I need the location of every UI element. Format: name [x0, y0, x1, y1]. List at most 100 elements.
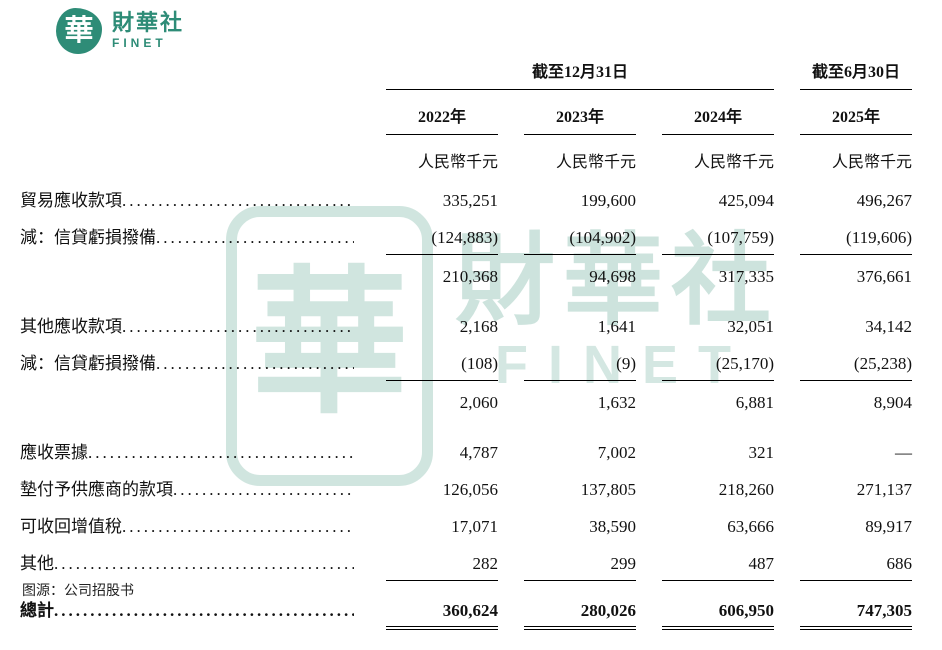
- row-value-2022: (124,883): [386, 228, 498, 255]
- row-label-wrap: 可收回增值稅: [20, 512, 360, 537]
- row-label-wrap: 墊付予供應商的款項: [20, 475, 360, 500]
- row-value-2023: (104,902): [524, 228, 636, 255]
- leader-dots: [54, 601, 354, 621]
- row-value-2022: 210,368: [442, 267, 498, 286]
- row-label-wrap: 應收票據: [20, 438, 360, 463]
- row-value-2025: 686: [800, 554, 912, 581]
- row-label: 墊付予供應商的款項: [20, 480, 173, 499]
- row-value-2022: 17,071: [451, 517, 498, 536]
- row-label: 貿易應收款項: [20, 191, 122, 210]
- table-row-less-credit-loss-2: 減：信貸虧損撥備 (108) (9) (25,170) (25,238): [20, 343, 912, 387]
- year-header-row: 2022年 2023年 2024年 2025年: [20, 103, 912, 135]
- table-row-total: 總計 360,624 280,026 606,950 747,305: [20, 590, 912, 636]
- row-value-2024: 487: [662, 554, 774, 581]
- finet-seal-icon: 華: [56, 8, 102, 54]
- row-value-2025: (25,238): [800, 354, 912, 381]
- row-value-2024: 606,950: [662, 601, 774, 630]
- row-value-2025: 34,142: [865, 317, 912, 336]
- leader-dots: [173, 480, 354, 500]
- row-label: 減：信貸虧損撥備: [20, 228, 156, 247]
- row-value-2024: 321: [748, 443, 775, 462]
- finet-seal-glyph: 華: [64, 14, 94, 47]
- receivables-table: 截至12月31日 截至6月30日 2022年 2023年 2024年 2025年…: [20, 58, 912, 636]
- table-row-trade-receivables: 貿易應收款項 335,251 199,600 425,094 496,267: [20, 180, 912, 217]
- period-header-dec31: 截至12月31日: [386, 58, 774, 90]
- row-value-2023: 280,026: [524, 601, 636, 630]
- row-value-2024: 63,666: [727, 517, 774, 536]
- row-value-2023: 1,632: [597, 393, 636, 412]
- row-label: 總計: [20, 601, 54, 620]
- row-label: 可收回增值稅: [20, 517, 122, 536]
- row-value-2025: 747,305: [800, 601, 912, 630]
- leader-dots: [54, 554, 354, 574]
- row-label-wrap: 減：信貸虧損撥備: [20, 349, 360, 374]
- row-label: 其他: [20, 554, 54, 573]
- row-value-2024: 317,335: [718, 267, 774, 286]
- row-value-2023: 199,600: [580, 191, 636, 210]
- row-value-2022: 2,168: [459, 317, 498, 336]
- row-value-2024: 32,051: [727, 317, 774, 336]
- table-row-vat-recoverable: 可收回增值稅 17,071 38,590 63,666 89,917: [20, 506, 912, 543]
- leader-dots: [122, 191, 354, 211]
- row-value-2024: 425,094: [718, 191, 774, 210]
- period-header-row: 截至12月31日 截至6月30日: [20, 58, 912, 90]
- row-value-2022: 126,056: [442, 480, 498, 499]
- row-value-2023: 94,698: [589, 267, 636, 286]
- leader-dots: [156, 354, 354, 374]
- unit-2023: 人民幣千元: [555, 154, 636, 171]
- table-row-advances-to-suppliers: 墊付予供應商的款項 126,056 137,805 218,260 271,13…: [20, 469, 912, 506]
- brand-name: 財華社: [112, 10, 185, 35]
- row-value-2023: 299: [524, 554, 636, 581]
- unit-2022: 人民幣千元: [417, 154, 498, 171]
- row-value-2022: 2,060: [459, 393, 498, 412]
- row-value-2023: 38,590: [589, 517, 636, 536]
- unit-2025: 人民幣千元: [831, 154, 912, 171]
- unit-2024: 人民幣千元: [693, 154, 774, 171]
- table-row-trade-receivables-net: 210,368 94,698 317,335 376,661: [20, 261, 912, 293]
- leader-dots: [122, 517, 354, 537]
- row-value-2024: (107,759): [662, 228, 774, 255]
- finet-logo: 華 財華社 FINET: [56, 8, 184, 54]
- table-row-less-credit-loss-1: 減：信貸虧損撥備 (124,883) (104,902) (107,759) (…: [20, 217, 912, 261]
- row-value-2023: 7,002: [597, 443, 636, 462]
- year-header-2025: 2025年: [800, 103, 912, 135]
- row-label-wrap: 其他: [20, 549, 360, 574]
- row-value-2024: 6,881: [735, 393, 774, 412]
- row-value-2024: (25,170): [662, 354, 774, 381]
- leader-dots: [156, 228, 354, 248]
- row-value-2022: 360,624: [386, 601, 498, 630]
- brand-subname: FINET: [112, 36, 167, 51]
- row-label-wrap: 其他應收款項: [20, 312, 360, 337]
- row-label-wrap: 貿易應收款項: [20, 186, 360, 211]
- row-label: 應收票據: [20, 443, 88, 462]
- table-row-other-receivables: 其他應收款項 2,168 1,641 32,051 34,142: [20, 306, 912, 343]
- row-value-2022: 335,251: [442, 191, 498, 210]
- row-label-wrap: 總計: [20, 596, 360, 621]
- row-value-2023: 1,641: [597, 317, 636, 336]
- row-value-2025: 271,137: [856, 480, 912, 499]
- year-header-2024: 2024年: [662, 103, 774, 135]
- row-value-2025: 376,661: [856, 267, 912, 286]
- table-row-others: 其他 282 299 487 686: [20, 543, 912, 587]
- year-header-2023: 2023年: [524, 103, 636, 135]
- row-value-2022: 282: [386, 554, 498, 581]
- source-note: 图源：公司招股书: [22, 582, 134, 598]
- unit-row: 人民幣千元 人民幣千元 人民幣千元 人民幣千元: [20, 148, 912, 172]
- leader-dots: [88, 443, 354, 463]
- row-value-2025: 89,917: [865, 517, 912, 536]
- leader-dots: [122, 317, 354, 337]
- period-header-jun30: 截至6月30日: [800, 58, 912, 90]
- row-value-2023: 137,805: [580, 480, 636, 499]
- row-value-2022: (108): [386, 354, 498, 381]
- row-label: 減：信貸虧損撥備: [20, 354, 156, 373]
- row-value-2025: —: [895, 443, 912, 462]
- table-row-other-receivables-net: 2,060 1,632 6,881 8,904: [20, 387, 912, 419]
- row-value-2025: 8,904: [873, 393, 912, 412]
- year-header-2022: 2022年: [386, 103, 498, 135]
- logo-text: 財華社 FINET: [112, 8, 184, 50]
- row-value-2022: 4,787: [459, 443, 498, 462]
- row-value-2025: 496,267: [856, 191, 912, 210]
- row-value-2025: (119,606): [800, 228, 912, 255]
- row-value-2024: 218,260: [718, 480, 774, 499]
